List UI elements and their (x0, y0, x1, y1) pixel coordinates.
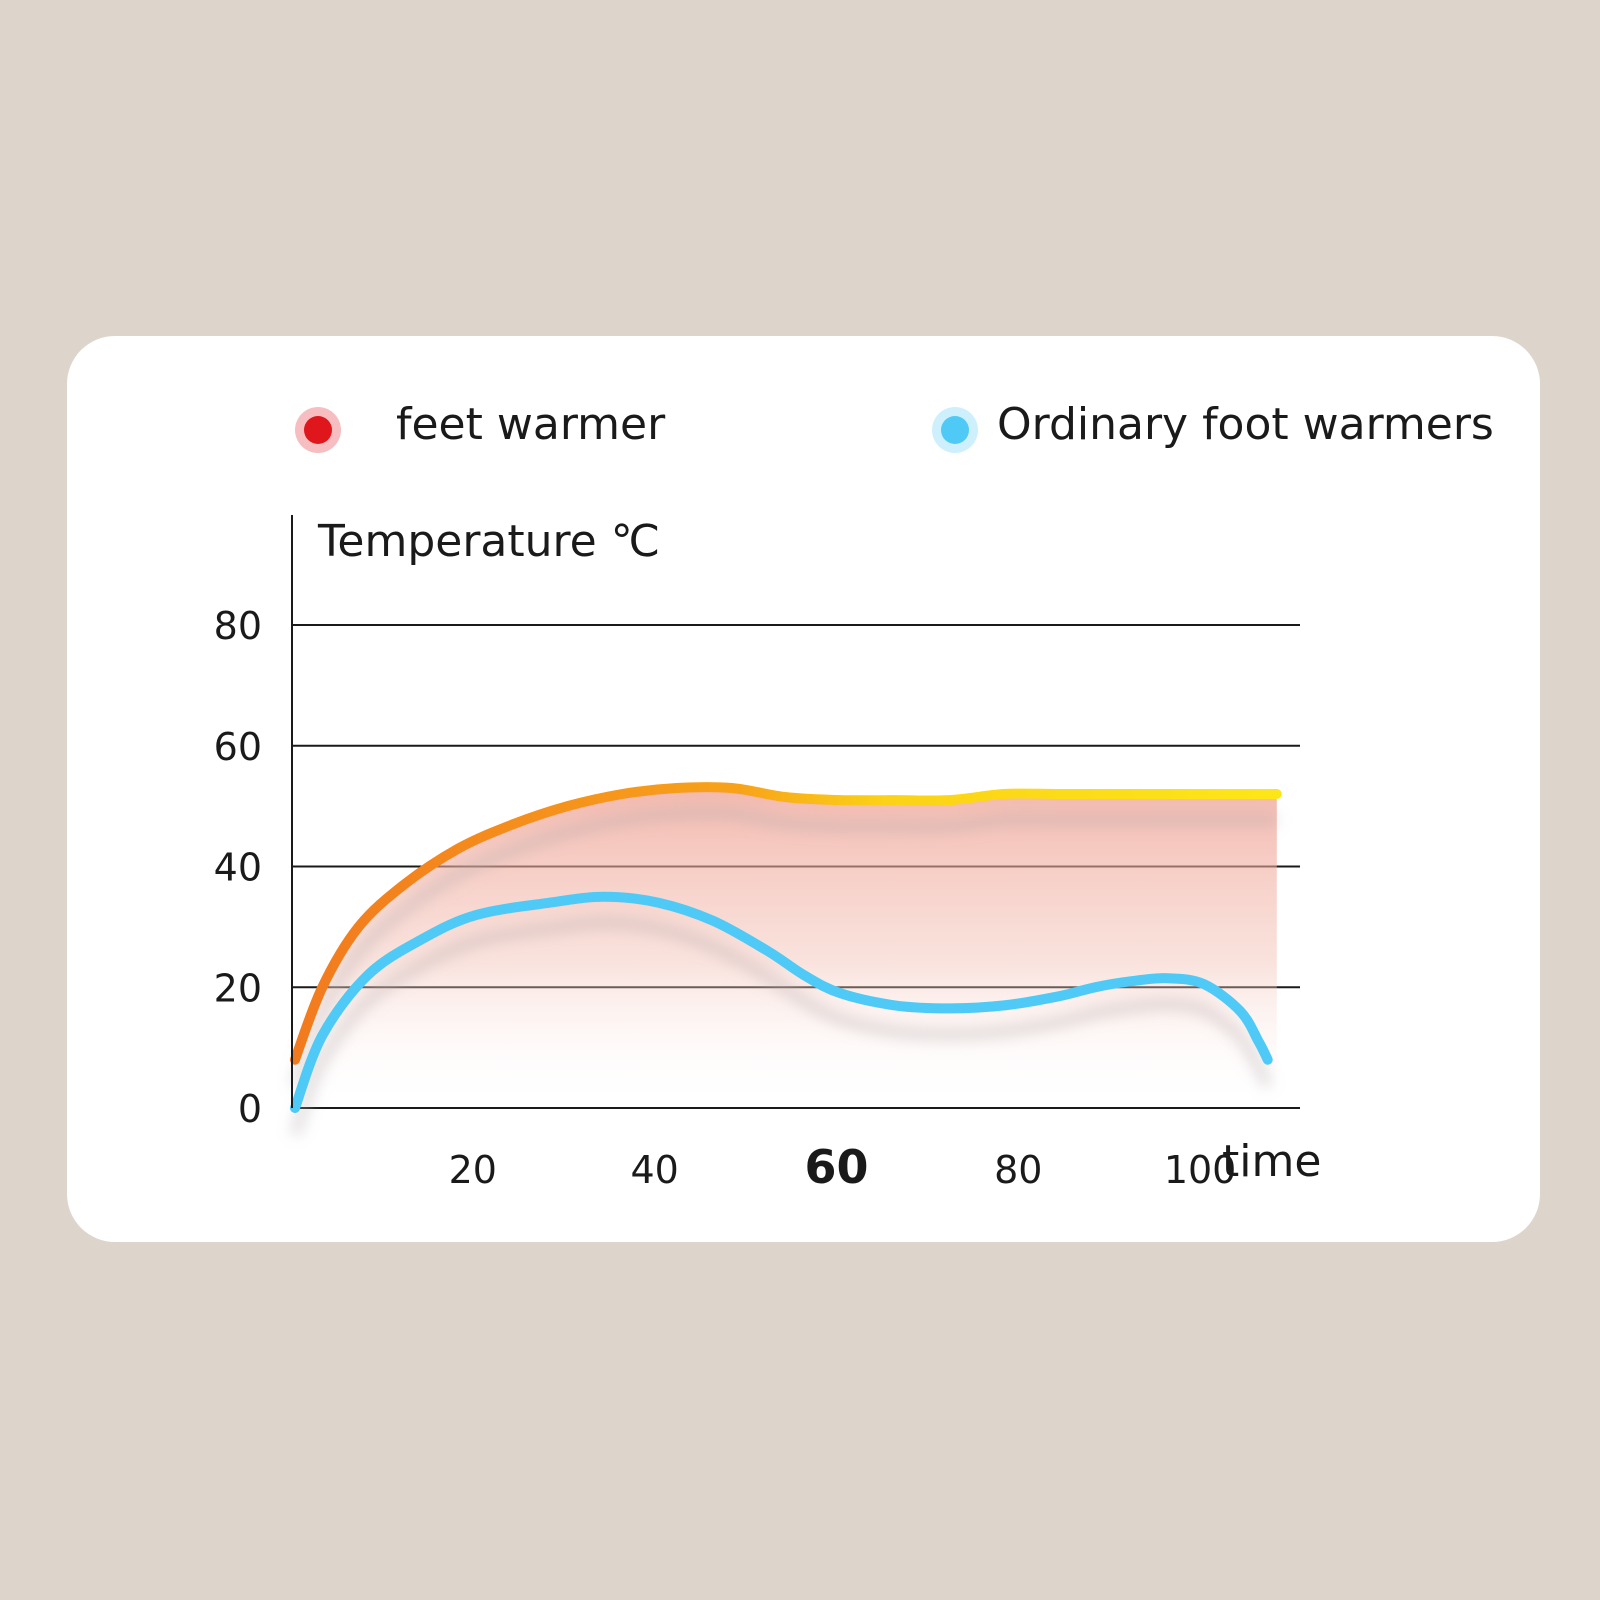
series-shadow-1 (290, 917, 1273, 1136)
x-axis-title: time (1222, 1136, 1321, 1187)
x-tick-label: 40 (630, 1148, 678, 1192)
axis-titles: Temperature ℃ time (317, 516, 1321, 1187)
x-tick-label: 100 (1164, 1148, 1237, 1192)
series-lines (290, 782, 1282, 1113)
y-tick-label: 20 (214, 966, 262, 1010)
x-tick-label: 60 (804, 1140, 868, 1194)
legend-label: Ordinary foot warmers (997, 399, 1494, 450)
series-line-1 (290, 891, 1273, 1113)
area-fills (295, 787, 1277, 1108)
y-tick-label: 80 (214, 604, 262, 648)
x-tick-label: 20 (449, 1148, 497, 1192)
tick-labels: 0 20 40 60 80 20 40 60 80 100 (214, 604, 1237, 1194)
y-tick-label: 40 (214, 846, 262, 890)
line-shadows (290, 808, 1277, 1136)
series-line-0 (290, 782, 1282, 1065)
y-tick-label: 60 (214, 725, 262, 769)
y-tick-label: 0 (238, 1087, 262, 1131)
legend-label: feet warmer (396, 399, 666, 450)
series-area-0 (295, 787, 1277, 1108)
legend-marker (304, 416, 332, 444)
y-axis-title: Temperature ℃ (317, 516, 660, 567)
x-tick-label: 80 (994, 1148, 1042, 1192)
legend: feet warmer Ordinary foot warmers (295, 399, 1494, 453)
series-shadow-0 (290, 808, 1277, 1088)
legend-marker (941, 416, 969, 444)
